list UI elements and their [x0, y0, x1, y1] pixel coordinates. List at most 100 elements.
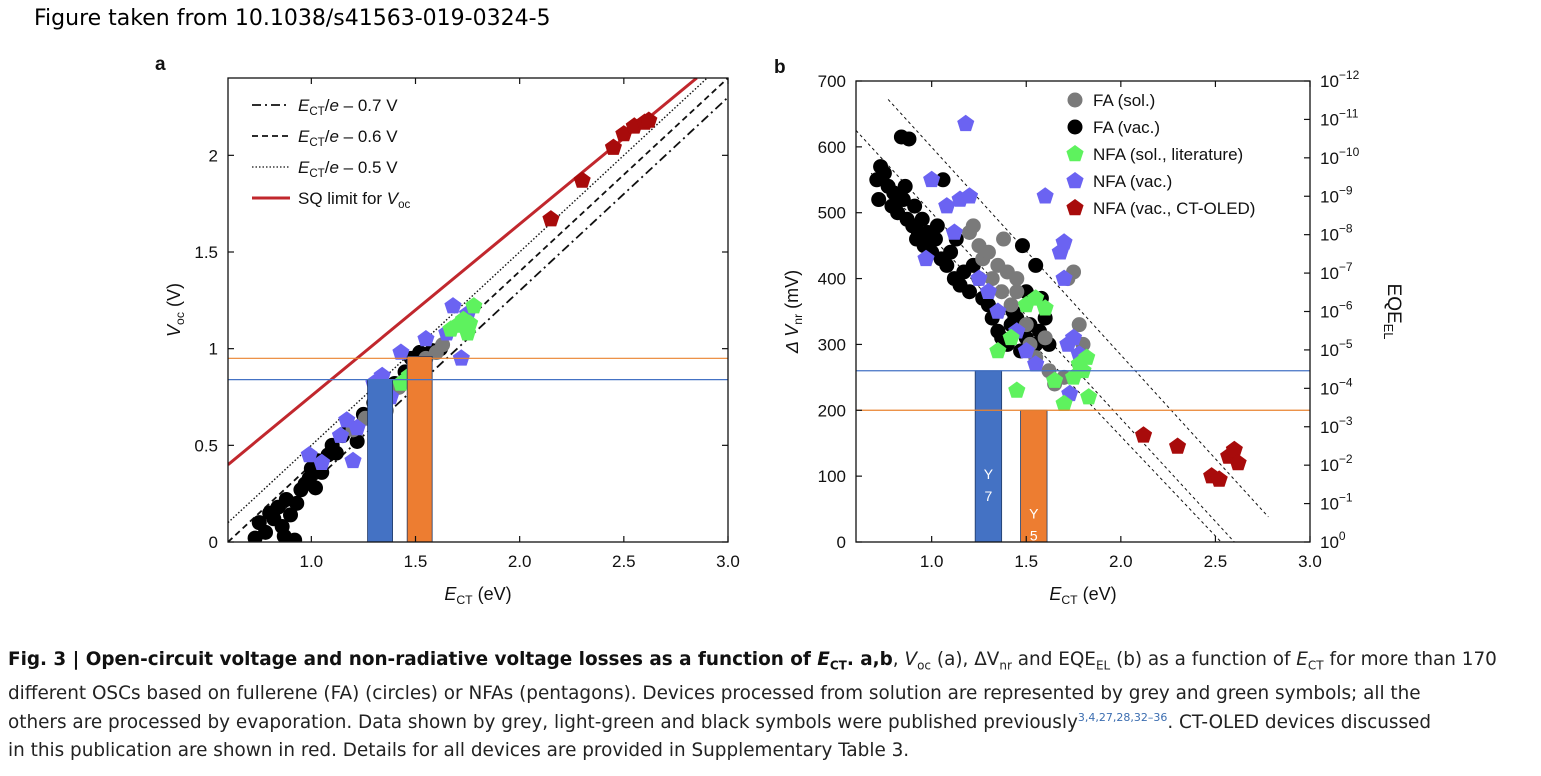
- y2-tick-exponent: 0: [1339, 529, 1346, 543]
- legend-entry: NFA (sol., literature): [1093, 145, 1243, 164]
- caption-line-4: in this publication are shown in red. De…: [8, 740, 910, 762]
- y2-axis-label-part: EL: [1381, 324, 1396, 340]
- data-point: [1009, 284, 1025, 300]
- series-fa-sol-: [962, 218, 1091, 392]
- legend-entry-part: /: [325, 158, 330, 177]
- y2-tick-label: 10−9: [1320, 183, 1353, 206]
- legend-marker: [1066, 172, 1084, 189]
- y2-tick-base: 10: [1320, 379, 1339, 398]
- data-point: [984, 271, 1000, 287]
- y2-tick-exponent: −6: [1339, 299, 1353, 313]
- legend-entry-part: e: [329, 96, 338, 115]
- y2-tick-base: 10: [1320, 418, 1339, 437]
- data-point: [1028, 257, 1044, 273]
- y2-tick-label: 10−3: [1320, 414, 1353, 437]
- data-point: [901, 131, 917, 147]
- x-axis-label-part: (eV): [1078, 584, 1117, 604]
- data-point: [640, 111, 658, 128]
- annotation-bar-0: [367, 379, 393, 543]
- data-point: [989, 342, 1007, 359]
- series-nfa-vac-ct-oled-: [542, 111, 658, 227]
- data-point: [917, 249, 935, 267]
- y-tick-label: 600: [818, 138, 846, 157]
- x-axis-label-part: E: [444, 584, 457, 604]
- y2-tick-label: 10−12: [1320, 68, 1360, 91]
- legend-entry: ECT/e – 0.5 V: [298, 158, 398, 180]
- data-point: [1014, 238, 1030, 254]
- y2-tick-exponent: −11: [1339, 106, 1359, 120]
- x-tick-label: 2.0: [508, 552, 532, 571]
- caption-text: nr: [999, 658, 1012, 673]
- x-axis-label: ECT (eV): [1049, 584, 1116, 607]
- data-point: [300, 446, 318, 463]
- y-tick-label: 1.5: [194, 243, 218, 262]
- data-point: [1080, 388, 1098, 405]
- y2-tick-label: 10−6: [1320, 299, 1353, 322]
- data-point: [945, 223, 963, 240]
- y-tick-label: 500: [818, 204, 846, 223]
- legend-entry-part: SQ limit for: [298, 189, 387, 208]
- y-tick-label: 2: [209, 146, 218, 165]
- y-axis-label: Voc (V): [164, 283, 187, 337]
- data-point: [914, 211, 930, 227]
- caption-text: (b) as a function of: [1110, 649, 1297, 670]
- legend-entry: SQ limit for Voc: [298, 189, 411, 211]
- series-nfa-sol-literature-: [989, 289, 1098, 411]
- y-axis-label-part: (V): [164, 283, 184, 312]
- data-point: [1046, 371, 1064, 388]
- x-axis-label-part: CT: [1061, 593, 1078, 607]
- data-point: [373, 366, 391, 383]
- y2-tick-label: 10−8: [1320, 222, 1353, 245]
- figure-source-header: Figure taken from 10.1038/s41563-019-032…: [34, 6, 551, 31]
- data-point: [331, 426, 350, 443]
- data-point: [962, 284, 977, 300]
- caption-references[interactable]: 3,4,27,28,32–36: [1077, 710, 1168, 724]
- data-point: [957, 114, 975, 132]
- legend-marker: [1066, 145, 1084, 162]
- caption-text: (a), ΔV: [931, 649, 1000, 670]
- data-point: [1074, 361, 1092, 379]
- data-point: [417, 330, 435, 347]
- data-point: [258, 524, 273, 540]
- data-point: [996, 231, 1012, 247]
- data-point: [1037, 330, 1053, 346]
- legend: FA (sol.) FA (vac.) NFA (sol., literature)…: [1066, 91, 1255, 218]
- y2-tick-base: 10: [1320, 187, 1339, 206]
- data-point: [328, 445, 344, 461]
- legend-entry: NFA (vac.): [1093, 172, 1172, 191]
- caption-title: Fig. 3 | Open-circuit voltage and non-ra…: [8, 649, 818, 670]
- y-axis-label-part: oc: [173, 312, 187, 325]
- data-point: [308, 480, 323, 496]
- data-point: [935, 172, 951, 188]
- legend-entry-part: /: [325, 127, 330, 146]
- legend-entry-part: CT: [309, 168, 324, 180]
- x-tick-label: 3.0: [716, 552, 740, 571]
- data-point: [344, 451, 362, 469]
- y-tick-label: 300: [818, 335, 846, 354]
- y2-tick-label: 10−1: [1320, 491, 1353, 514]
- data-point: [895, 192, 911, 208]
- data-point: [1055, 233, 1073, 250]
- data-point: [980, 244, 996, 260]
- x-axis-label-part: (eV): [473, 584, 512, 604]
- data-point: [1027, 289, 1045, 306]
- data-point: [348, 418, 366, 436]
- reference-line-2: [228, 78, 709, 524]
- y2-tick-base: 10: [1320, 456, 1339, 475]
- legend-entry-part: E: [298, 127, 310, 146]
- plot-frame: [227, 77, 729, 543]
- legend-marker: [1066, 199, 1084, 216]
- bar-label: Y: [984, 466, 994, 482]
- y2-axis-label: EQEEL: [1381, 284, 1404, 340]
- caption-line-1: Fig. 3 | Open-circuit voltage and non-ra…: [8, 646, 1533, 680]
- legend-entry-part: V: [387, 189, 400, 208]
- data-point: [1008, 381, 1026, 398]
- y2-tick-exponent: −12: [1339, 68, 1360, 82]
- y2-tick-label: 10−2: [1320, 452, 1353, 475]
- caption-text: oc: [917, 658, 932, 673]
- y2-tick-base: 10: [1320, 533, 1339, 552]
- y-tick-label: 0.5: [194, 436, 218, 455]
